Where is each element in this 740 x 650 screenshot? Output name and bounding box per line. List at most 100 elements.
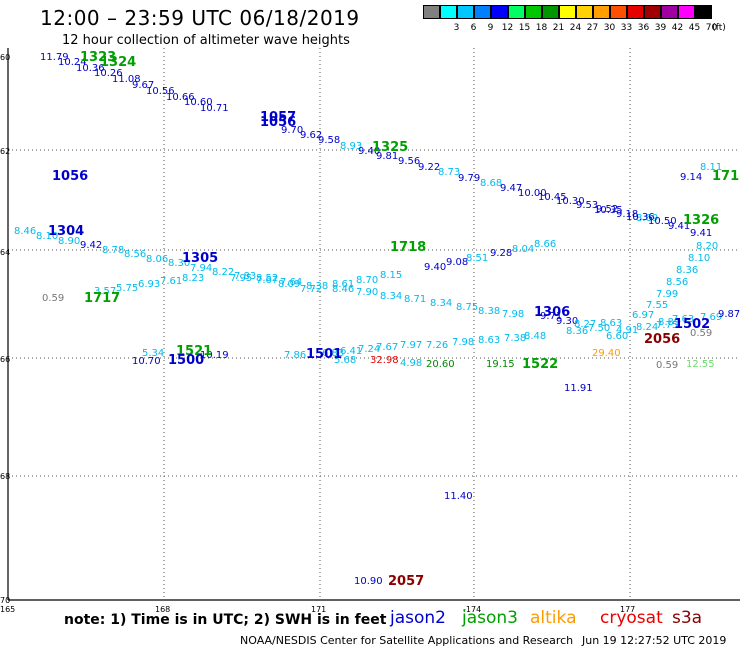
wave-height-label: 9.52 — [596, 204, 618, 215]
wave-height-label: 0.59 — [656, 360, 678, 371]
wave-height-label: 8.36 — [676, 265, 698, 276]
wave-height-label: 8.20 — [696, 241, 718, 252]
legend-label: 45 — [688, 23, 701, 33]
wave-height-label: 7.38 — [504, 333, 526, 344]
wave-height-label: 10.56 — [146, 86, 175, 97]
wave-height-label: 9.42 — [80, 240, 102, 251]
time-mark-label: 1717 — [84, 291, 120, 306]
satellite-name: jason3 — [462, 608, 518, 628]
wave-height-label: 8.69 — [636, 213, 658, 224]
lat-label: 64 — [0, 248, 10, 257]
wave-height-label: 9.08 — [446, 257, 468, 268]
lat-label: 66 — [0, 355, 10, 364]
time-mark-label: 1522 — [522, 357, 558, 372]
time-mark-label: 1717 — [712, 169, 740, 184]
wave-height-label: 10.19 — [200, 350, 229, 361]
wave-height-label: 9.71 — [540, 311, 562, 322]
wave-height-label: 10.24 — [58, 57, 87, 68]
wave-height-label: 7.86 — [284, 350, 306, 361]
wave-height-label: 20.60 — [426, 359, 455, 370]
lon-label: 171 — [311, 605, 326, 614]
wave-height-label: 8.34 — [380, 291, 402, 302]
wave-height-label: 10.60 — [184, 97, 213, 108]
wave-height-label: 8.93 — [340, 141, 362, 152]
wave-height-label: 9.18 — [616, 209, 638, 220]
legend-label: 15 — [518, 23, 531, 33]
legend-swatch — [661, 5, 678, 19]
lon-label: 177 — [620, 605, 635, 614]
legend-swatch — [576, 5, 593, 19]
legend-label: 33 — [620, 23, 633, 33]
wave-height-label: 10.90 — [354, 576, 383, 587]
wave-height-label: 8.56 — [666, 277, 688, 288]
wave-height-label: 9.14 — [680, 172, 702, 183]
wave-height-label: 8.51 — [466, 253, 488, 264]
legend-label: 70 — [705, 23, 718, 33]
legend-swatch — [593, 5, 610, 19]
legend-label: 18 — [535, 23, 548, 33]
wave-height-label: 8.36 — [566, 326, 588, 337]
wave-height-label: 8.46 — [14, 226, 36, 237]
time-mark-label: 1323 — [80, 50, 116, 65]
legend-label: 27 — [586, 23, 599, 33]
wave-height-label: 9.41 — [668, 221, 690, 232]
wave-height-label: 9.79 — [458, 173, 480, 184]
time-mark-label: 1304 — [48, 224, 84, 239]
wave-height-label: 7.63 — [672, 314, 694, 325]
wave-height-label: 7.61 — [160, 276, 182, 287]
wave-height-label: 8.48 — [524, 331, 546, 342]
wave-height-label: 9.40 — [424, 262, 446, 273]
wave-height-label: 7.75 — [656, 320, 678, 331]
wave-height-label: 10.36 — [76, 63, 105, 74]
wave-height-label: 10.70 — [132, 356, 161, 367]
legend-label: 39 — [654, 23, 667, 33]
time-mark-label: 2056 — [644, 332, 680, 347]
wave-height-label: 8.66 — [534, 239, 556, 250]
legend-swatch — [491, 5, 508, 19]
wave-height-label: 9.67 — [132, 80, 154, 91]
legend-swatch — [610, 5, 627, 19]
legend-swatch — [695, 5, 712, 19]
wave-height-label: 29.40 — [592, 348, 621, 359]
legend-swatch — [644, 5, 661, 19]
time-mark-label: 1718 — [390, 240, 426, 255]
legend-label: 9 — [487, 23, 494, 33]
wave-height-label: 9.30 — [556, 316, 578, 327]
wave-height-label: 5.75 — [116, 283, 138, 294]
time-mark-label: 1501 — [306, 347, 342, 362]
time-mark-label: 1324 — [100, 55, 136, 70]
wave-height-label: 9.62 — [300, 130, 322, 141]
wave-height-label: 11.08 — [112, 74, 141, 85]
lon-label: 168 — [155, 605, 170, 614]
map-title: 12:00 – 23:59 UTC 06/18/2019 — [40, 6, 360, 30]
wave-height-label: 8.75 — [456, 302, 478, 313]
wave-height-label: 8.38 — [478, 306, 500, 317]
wave-height-label: 9.41 — [690, 228, 712, 239]
legend-swatch — [542, 5, 559, 19]
time-mark-label: 1057 — [260, 110, 296, 125]
wave-height-label: 9.58 — [318, 135, 340, 146]
wave-height-label: 10.26 — [94, 68, 123, 79]
wave-height-label: 7.24 — [358, 344, 380, 355]
wave-height-label: 19.15 — [486, 359, 515, 370]
wave-height-label: 7.99 — [656, 289, 678, 300]
wave-height-label: 8.52 — [256, 273, 278, 284]
wave-height-label: 8.78 — [102, 245, 124, 256]
legend-label: 6 — [470, 23, 477, 33]
wave-height-label: 6.97 — [632, 310, 654, 321]
time-mark-label: 2057 — [388, 574, 424, 589]
wave-height-label: 7.67 — [376, 342, 398, 353]
wave-height-label: 6.41 — [340, 346, 362, 357]
wave-height-label: 9.22 — [418, 162, 440, 173]
wave-height-label: 8.46 — [332, 284, 354, 295]
time-mark-label: 1056 — [260, 115, 296, 130]
wave-height-label: 7.50 — [588, 323, 610, 334]
wave-height-label: 10.30 — [556, 196, 585, 207]
wave-height-label: 8.30 — [168, 258, 190, 269]
wave-height-label: 10.71 — [200, 103, 229, 114]
wave-height-label: 4.98 — [400, 358, 422, 369]
time-mark-label: 1502 — [674, 317, 710, 332]
wave-height-label: 7.64 — [280, 277, 302, 288]
